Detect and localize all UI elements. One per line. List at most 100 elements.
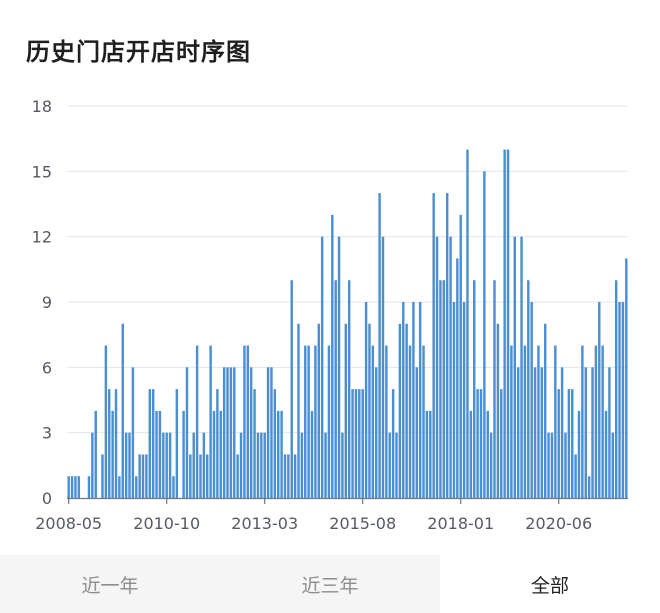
y-tick-label: 18	[32, 97, 52, 116]
bar	[469, 410, 473, 498]
bar	[310, 410, 314, 498]
bar	[266, 367, 270, 498]
bar	[354, 389, 358, 498]
bar	[435, 236, 439, 499]
bar	[402, 302, 405, 498]
bar	[158, 410, 162, 498]
bar	[513, 236, 516, 499]
bar	[290, 280, 293, 498]
bar	[506, 149, 510, 498]
bar	[604, 410, 608, 498]
axes: 0 3 6 9 12 15 18 2008-05 2010-10 2013-03 2015-08 20…	[32, 97, 628, 533]
x-tick-label: 2018-01	[427, 514, 494, 533]
bar	[445, 193, 449, 499]
tab-last-year[interactable]: 近一年	[81, 574, 139, 597]
bar	[358, 389, 361, 498]
bar	[206, 454, 209, 498]
bar	[155, 410, 158, 498]
bar	[182, 410, 185, 498]
bar	[391, 389, 395, 498]
bar	[94, 410, 97, 498]
bar	[405, 323, 408, 498]
y-tick-label: 3	[42, 424, 52, 443]
bar	[625, 258, 628, 498]
bar	[249, 367, 253, 498]
bar	[162, 432, 165, 498]
bar	[121, 323, 124, 498]
bar	[598, 302, 601, 498]
bar	[270, 367, 273, 498]
bar	[327, 345, 331, 498]
bar	[429, 410, 432, 498]
bar	[185, 367, 189, 498]
bar	[462, 302, 466, 498]
bar	[131, 367, 135, 498]
bar	[368, 323, 371, 498]
bar	[361, 389, 364, 498]
bar	[398, 323, 402, 498]
bar	[584, 367, 587, 498]
y-tick-label: 6	[42, 358, 52, 377]
x-tick-label: 2010-10	[133, 514, 200, 533]
bar	[141, 454, 145, 498]
bar	[168, 432, 172, 498]
bar	[422, 345, 425, 498]
page-title: 历史门店开店时序图	[26, 38, 251, 66]
bar	[222, 367, 226, 498]
bar	[104, 345, 108, 498]
bar	[324, 432, 327, 498]
bar	[385, 345, 388, 498]
bar	[216, 389, 219, 498]
bar	[138, 454, 141, 498]
bar	[571, 389, 574, 498]
x-tick-label: 2015-08	[329, 514, 396, 533]
bar	[344, 323, 348, 498]
gridlines	[67, 105, 628, 434]
bar	[459, 214, 462, 498]
bar	[219, 410, 222, 498]
bar	[341, 432, 344, 498]
bar	[564, 432, 567, 498]
bar	[280, 410, 283, 498]
bar-chart: 0 3 6 9 12 15 18 2008-05 2010-10 2013-03 2015-08 20…	[32, 97, 628, 533]
bar	[293, 454, 297, 498]
bar	[540, 367, 544, 498]
bar	[145, 454, 148, 498]
bar	[503, 149, 506, 498]
bar	[425, 410, 429, 498]
bar	[229, 367, 233, 498]
bar	[378, 193, 381, 499]
bar	[577, 410, 581, 498]
bar	[533, 367, 537, 498]
bar	[351, 389, 354, 498]
bar	[111, 410, 114, 498]
bar	[124, 432, 128, 498]
y-tick-label: 12	[32, 228, 52, 247]
bar	[148, 389, 152, 498]
bar	[449, 236, 452, 499]
bar	[618, 302, 621, 498]
bar	[608, 367, 611, 498]
bar	[151, 389, 155, 498]
bar	[172, 476, 175, 498]
bar	[418, 302, 422, 498]
bar	[334, 280, 337, 498]
tab-all[interactable]: 全部	[440, 555, 660, 613]
bar	[611, 432, 615, 498]
bar	[452, 302, 456, 498]
bar	[466, 149, 469, 498]
bar	[395, 432, 398, 498]
bar	[243, 345, 246, 498]
bar	[520, 236, 523, 499]
bar	[547, 432, 550, 498]
bar	[415, 367, 418, 498]
bar	[307, 345, 310, 498]
bar	[442, 280, 446, 498]
bar	[557, 389, 560, 498]
tab-last-three-years[interactable]: 近三年	[301, 574, 359, 597]
bar	[550, 432, 554, 498]
bar	[128, 432, 131, 498]
bar	[537, 345, 540, 498]
bar	[331, 214, 334, 498]
bar	[320, 236, 324, 499]
